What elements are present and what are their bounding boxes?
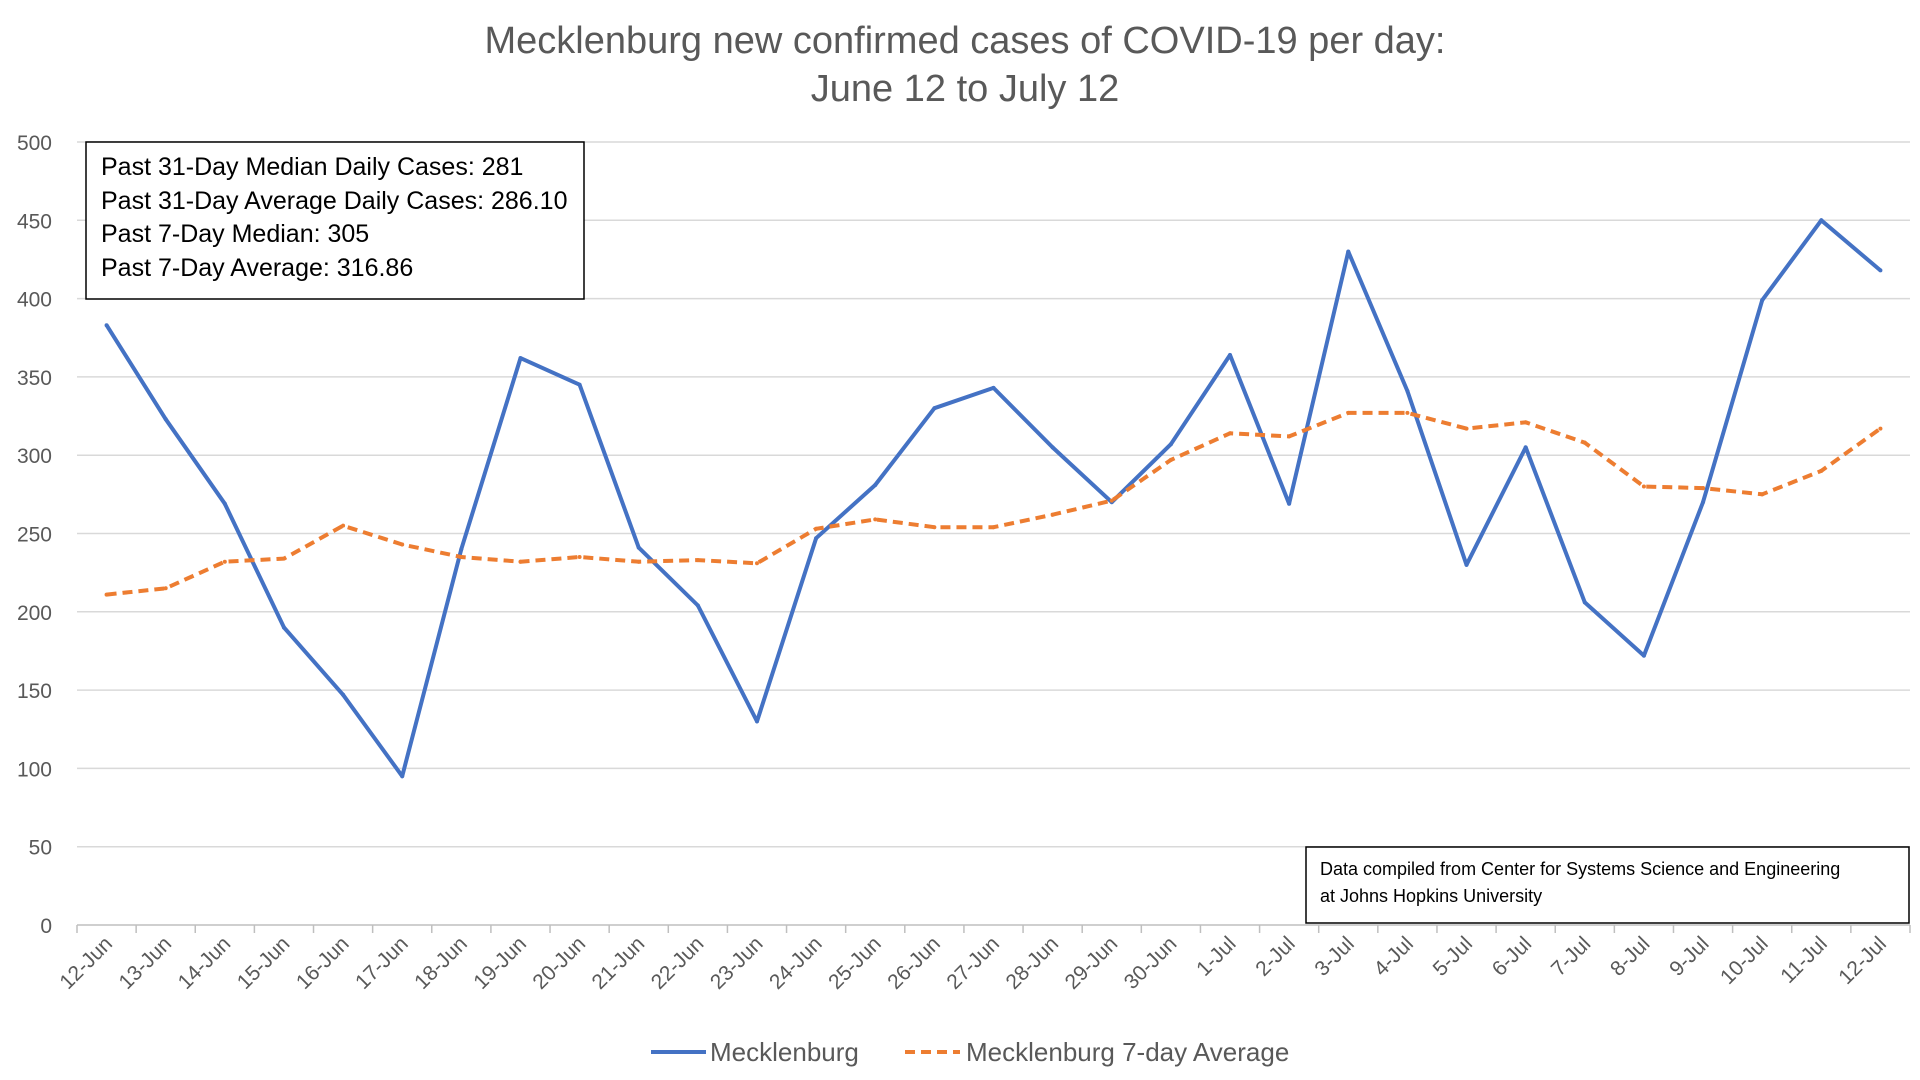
data-point-mecklenburg-7-day-average-14-jun — [222, 559, 227, 564]
data-point-mecklenburg-7-day-average-12-jul — [1878, 426, 1883, 431]
data-point-mecklenburg-7-day-average-18-jun — [459, 554, 464, 559]
stat-31-day-median: Past 31-Day Median Daily Cases: 281 — [101, 153, 523, 181]
data-point-mecklenburg-7-jul — [1582, 600, 1587, 605]
data-point-mecklenburg-7-day-average-24-jun — [814, 526, 819, 531]
data-point-mecklenburg-7-day-average-27-jun — [991, 525, 996, 530]
data-point-mecklenburg-3-jul — [1346, 249, 1351, 254]
stat-7-day-median: Past 7-Day Median: 305 — [101, 220, 369, 248]
data-point-mecklenburg-6-jul — [1523, 445, 1528, 450]
data-point-mecklenburg-7-day-average-3-jul — [1346, 410, 1351, 415]
data-point-mecklenburg-8-jul — [1641, 653, 1646, 658]
data-point-mecklenburg-7-day-average-25-jun — [873, 517, 878, 522]
data-point-mecklenburg-7-day-average-13-jun — [163, 586, 168, 591]
source-line-2: at Johns Hopkins University — [1320, 886, 1542, 906]
legend-label-mecklenburg: Mecklenburg — [710, 1037, 859, 1067]
source-box: Data compiled from Center for Systems Sc… — [1305, 846, 1910, 924]
chart-title: Mecklenburg new confirmed cases of COVID… — [485, 20, 1446, 62]
data-point-mecklenburg-24-jun — [814, 536, 819, 541]
data-point-mecklenburg-12-jul — [1878, 268, 1883, 273]
data-point-mecklenburg-7-day-average-9-jul — [1701, 486, 1706, 491]
y-tick-label-50: 50 — [29, 837, 52, 860]
legend-label-7-day-average: Mecklenburg 7-day Average — [966, 1037, 1289, 1067]
data-point-mecklenburg-7-day-average-20-jun — [577, 554, 582, 559]
data-point-mecklenburg-7-day-average-16-jun — [341, 523, 346, 528]
y-tick-label-250: 250 — [17, 524, 52, 547]
data-point-mecklenburg-16-jun — [341, 692, 346, 697]
data-point-mecklenburg-28-jun — [1050, 445, 1055, 450]
data-point-mecklenburg-30-jun — [1168, 442, 1173, 447]
series-points-mecklenburg — [104, 218, 1883, 779]
data-point-mecklenburg-12-jun — [104, 323, 109, 328]
data-point-mecklenburg-7-day-average-4-jul — [1405, 410, 1410, 415]
series-points-mecklenburg-7-day-average — [104, 410, 1883, 597]
y-tick-label-400: 400 — [17, 289, 52, 312]
data-point-mecklenburg-11-jul — [1819, 218, 1824, 223]
data-point-mecklenburg-2-jul — [1287, 501, 1292, 506]
y-tick-label-100: 100 — [17, 758, 52, 781]
data-point-mecklenburg-7-day-average-6-jul — [1523, 420, 1528, 425]
y-axis: 0 50 100 150 200 250 300 350 400 450 500 — [17, 132, 52, 938]
y-tick-label-150: 150 — [17, 680, 52, 703]
data-point-mecklenburg-14-jun — [222, 501, 227, 506]
y-tick-label-300: 300 — [17, 445, 52, 468]
y-tick-label-200: 200 — [17, 602, 52, 625]
data-point-mecklenburg-7-day-average-28-jun — [1050, 512, 1055, 517]
data-point-mecklenburg-7-day-average-19-jun — [518, 559, 523, 564]
data-point-mecklenburg-17-jun — [400, 774, 405, 779]
data-point-mecklenburg-7-day-average-1-jul — [1228, 431, 1233, 436]
data-point-mecklenburg-9-jul — [1701, 500, 1706, 505]
data-point-mecklenburg-7-day-average-30-jun — [1168, 457, 1173, 462]
data-point-mecklenburg-27-jun — [991, 385, 996, 390]
data-point-mecklenburg-13-jun — [163, 417, 168, 422]
y-tick-label-500: 500 — [17, 132, 52, 155]
data-point-mecklenburg-18-jun — [459, 547, 464, 552]
data-point-mecklenburg-23-jun — [754, 719, 759, 724]
data-point-mecklenburg-7-day-average-15-jun — [281, 556, 286, 561]
data-point-mecklenburg-7-day-average-2-jul — [1287, 434, 1292, 439]
data-point-mecklenburg-7-day-average-12-jun — [104, 592, 109, 597]
data-point-mecklenburg-7-day-average-22-jun — [695, 558, 700, 563]
data-point-mecklenburg-15-jun — [281, 625, 286, 630]
data-point-mecklenburg-7-day-average-10-jul — [1760, 492, 1765, 497]
chart-subtitle: June 12 to July 12 — [811, 68, 1119, 110]
stats-box: Past 31-Day Median Daily Cases: 281 Past… — [85, 141, 585, 300]
data-point-mecklenburg-7-day-average-21-jun — [636, 559, 641, 564]
data-point-mecklenburg-7-day-average-11-jul — [1819, 468, 1824, 473]
data-point-mecklenburg-7-day-average-7-jul — [1582, 440, 1587, 445]
data-point-mecklenburg-7-day-average-8-jul — [1641, 484, 1646, 489]
data-point-mecklenburg-7-day-average-23-jun — [754, 561, 759, 566]
y-tick-label-350: 350 — [17, 367, 52, 390]
y-tick-label-0: 0 — [40, 915, 52, 938]
data-point-mecklenburg-26-jun — [932, 406, 937, 411]
data-point-mecklenburg-22-jun — [695, 603, 700, 608]
data-point-mecklenburg-7-day-average-5-jul — [1464, 426, 1469, 431]
data-point-mecklenburg-19-jun — [518, 356, 523, 361]
data-point-mecklenburg-5-jul — [1464, 562, 1469, 567]
source-box-border — [1305, 846, 1910, 924]
data-point-mecklenburg-25-jun — [873, 482, 878, 487]
data-point-mecklenburg-21-jun — [636, 545, 641, 550]
stats-box-border — [85, 141, 585, 300]
series-lines — [104, 218, 1883, 779]
stat-7-day-average: Past 7-Day Average: 316.86 — [101, 254, 413, 282]
source-line-1: Data compiled from Center for Systems Sc… — [1320, 859, 1840, 879]
y-tick-label-450: 450 — [17, 210, 52, 233]
data-point-mecklenburg-20-jun — [577, 382, 582, 387]
data-point-mecklenburg-4-jul — [1405, 388, 1410, 393]
stat-31-day-average: Past 31-Day Average Daily Cases: 286.10 — [101, 187, 567, 215]
data-point-mecklenburg-1-jul — [1228, 352, 1233, 357]
data-point-mecklenburg-7-day-average-26-jun — [932, 525, 937, 530]
data-point-mecklenburg-7-day-average-29-jun — [1109, 498, 1114, 503]
legend: Mecklenburg Mecklenburg 7-day Average — [651, 1037, 1289, 1067]
data-point-mecklenburg-10-jul — [1760, 298, 1765, 303]
data-point-mecklenburg-7-day-average-17-jun — [400, 542, 405, 547]
